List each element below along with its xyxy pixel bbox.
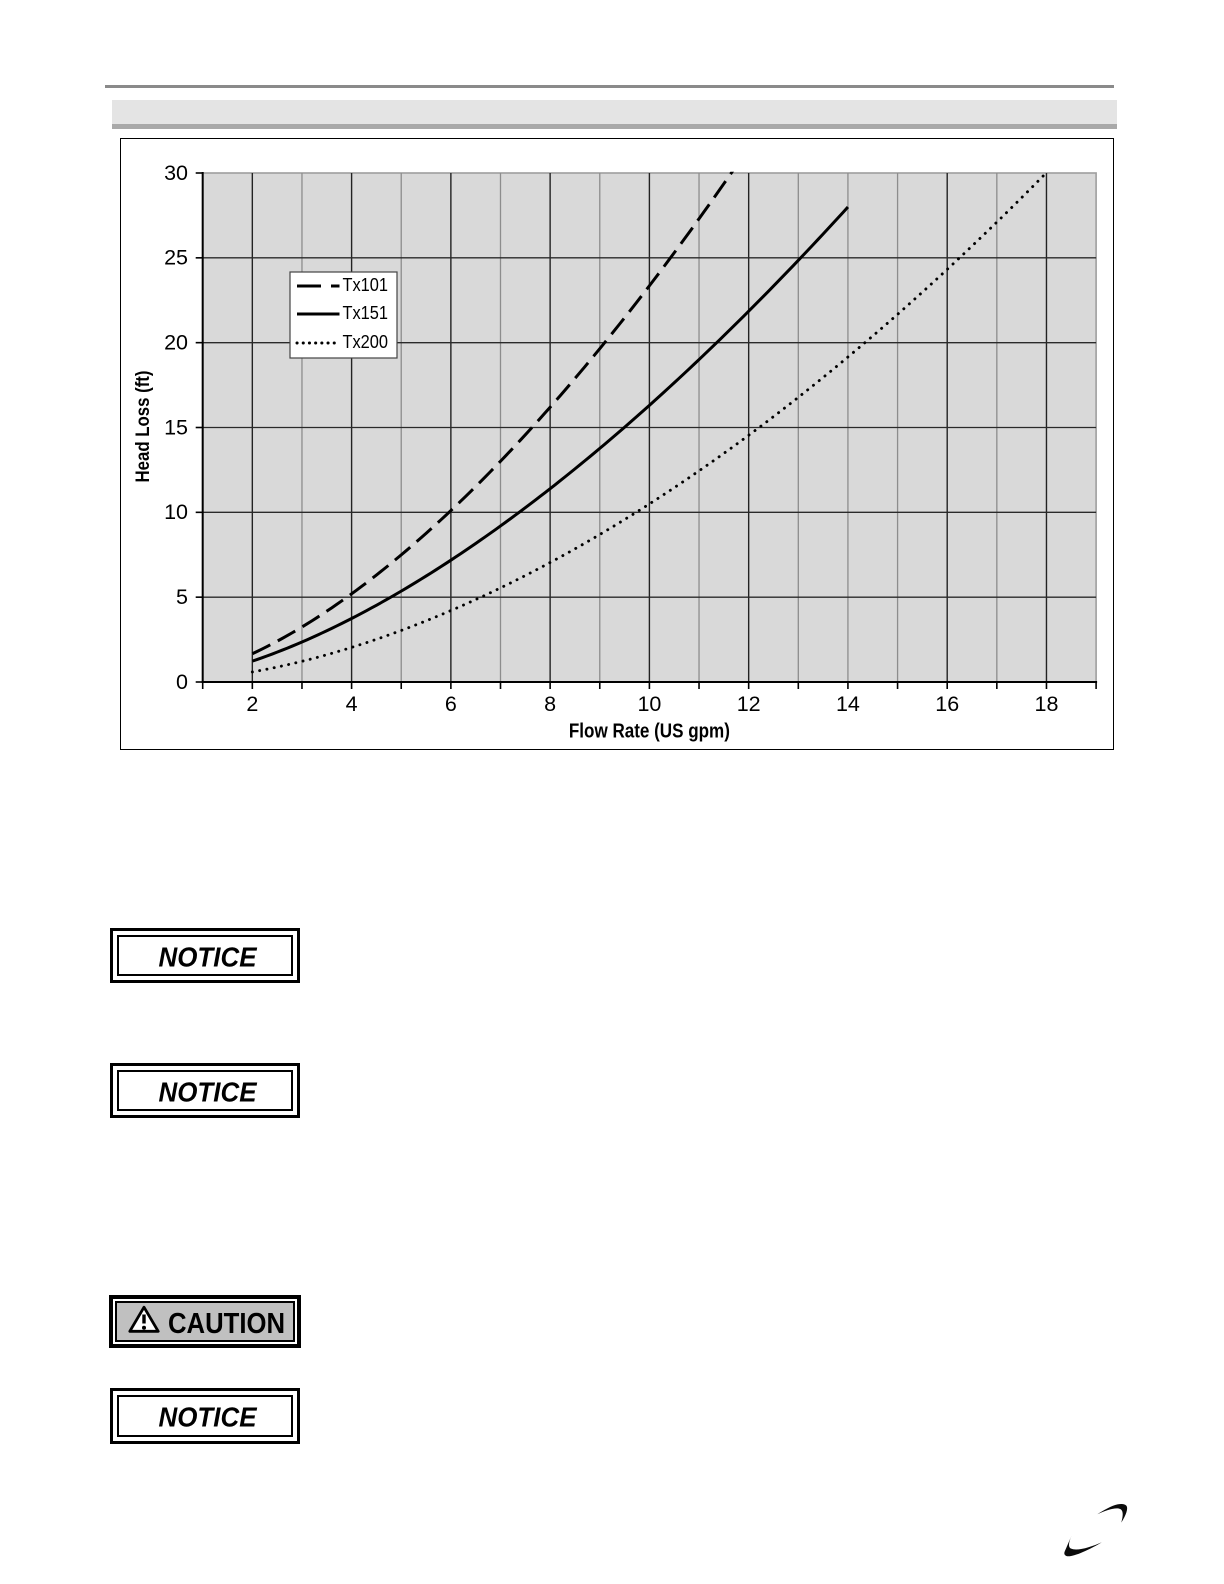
svg-text:Tx151: Tx151: [343, 303, 389, 323]
svg-text:Head Loss (ft): Head Loss (ft): [132, 371, 154, 483]
svg-text:NOTICE: NOTICE: [159, 1402, 259, 1433]
svg-text:18: 18: [1035, 692, 1059, 716]
svg-text:NOTICE: NOTICE: [159, 1077, 259, 1108]
svg-text:Tx101: Tx101: [343, 275, 389, 295]
svg-text:12: 12: [737, 692, 761, 716]
svg-text:14: 14: [836, 692, 860, 716]
svg-text:25: 25: [164, 246, 188, 270]
svg-text:4: 4: [346, 692, 358, 716]
svg-text:10: 10: [164, 500, 188, 524]
svg-text:5: 5: [176, 585, 188, 609]
svg-text:10: 10: [637, 692, 661, 716]
svg-text:CAUTION: CAUTION: [168, 1308, 285, 1340]
svg-text:0: 0: [176, 670, 188, 694]
svg-text:16: 16: [935, 692, 959, 716]
svg-text:6: 6: [445, 692, 457, 716]
svg-text:30: 30: [164, 161, 188, 185]
svg-text:Flow Rate (US gpm): Flow Rate (US gpm): [569, 721, 730, 743]
svg-text:8: 8: [544, 692, 556, 716]
svg-text:Tx200: Tx200: [343, 332, 389, 352]
svg-text:NOTICE: NOTICE: [159, 942, 259, 973]
svg-text:2: 2: [246, 692, 258, 716]
svg-text:15: 15: [164, 415, 188, 439]
svg-text:20: 20: [164, 331, 188, 355]
